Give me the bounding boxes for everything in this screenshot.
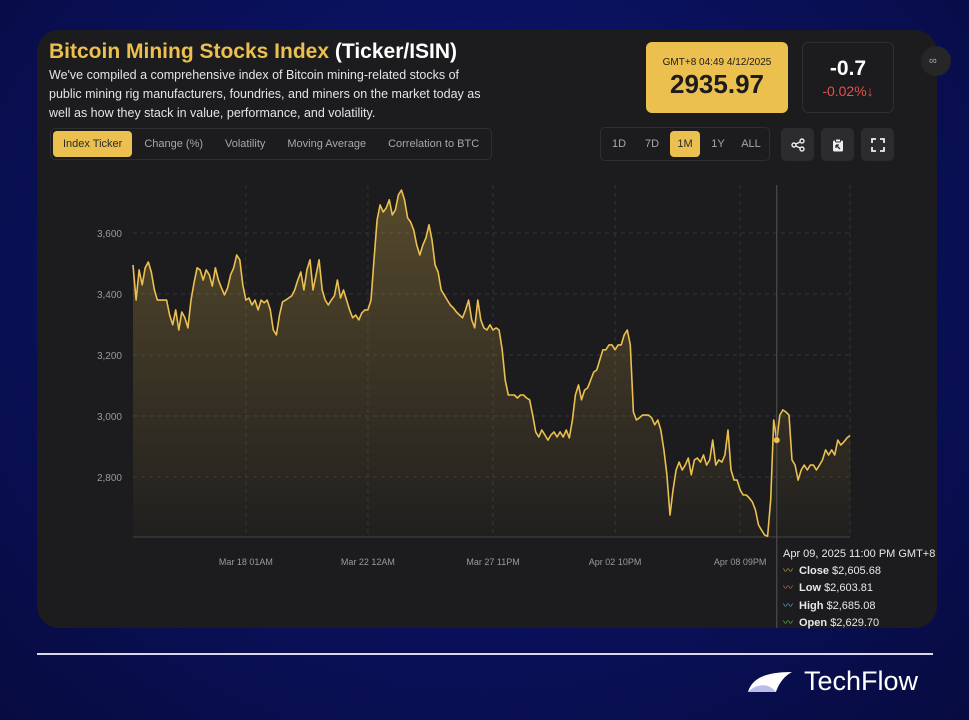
line-icon: 〰 [783,600,793,612]
title-main: Bitcoin Mining Stocks Index [49,40,330,63]
x-tick-label: Apr 08 09PM [714,557,767,567]
price-value: 2935.97 [670,69,764,99]
tab-moving-average[interactable]: Moving Average [287,138,367,150]
fullscreen-icon [870,137,885,152]
current-price-box: GMT+8 04:49 4/12/2025 2935.97 [646,42,788,113]
tab-change[interactable]: Change (%) [144,138,204,150]
copy-button[interactable] [821,128,854,161]
tab-volatility[interactable]: Volatility [225,138,266,150]
line-icon: 〰 [783,565,793,577]
x-tick-label: Mar 22 12AM [341,557,395,567]
title-sub: (Ticker/ISIN) [334,40,458,63]
line-icon: 〰 [783,618,793,629]
share-icon [790,137,805,152]
x-tick-label: Mar 18 01AM [219,557,273,567]
range-selector: 1D 7D 1M 1Y ALL [600,127,770,161]
y-tick-label: 3,600 [97,229,122,240]
y-tick-label: 3,200 [97,351,122,362]
change-pct: -0.02%↓ [822,83,874,99]
series-line [132,189,851,537]
range-1y[interactable]: 1Y [711,138,725,150]
share-button[interactable] [781,128,814,161]
side-toggle-button[interactable]: ∞ [921,46,951,76]
tab-correlation[interactable]: Correlation to BTC [388,138,480,150]
y-tick-label: 3,000 [97,412,122,423]
range-1m[interactable]: 1M [670,131,700,157]
brand-name: TechFlow [804,666,919,696]
line-icon: 〰 [783,583,793,594]
price-timestamp: GMT+8 04:49 4/12/2025 [662,57,772,68]
change-abs: -0.7 [829,57,867,80]
change-box: -0.7 -0.02%↓ [802,42,894,113]
divider [37,653,933,655]
techflow-logo-icon [748,671,792,692]
clipboard-icon [832,138,843,151]
fullscreen-button[interactable] [861,128,894,161]
series-area [133,190,850,537]
techflow-logo: TechFlow [746,666,918,697]
y-tick-label: 2,800 [97,473,122,484]
tooltip-row-open: 〰 Open $2,629.70 [783,615,935,633]
tooltip-row-low: 〰 Low $2,603.81 [783,580,935,598]
tooltip-date: Apr 09, 2025 11:00 PM GMT+8 [783,548,936,560]
tooltip-row-close: 〰 Close $2,605.68 [783,563,935,581]
range-all[interactable]: ALL [741,138,761,150]
page-title: Bitcoin Mining Stocks Index (Ticker/ISIN… [49,40,457,64]
description: We've compiled a comprehensive index of … [49,68,481,120]
chart-tooltip: Apr 09, 2025 11:00 PM GMT+8 〰 Close $2,60… [783,546,935,633]
x-tick-label: Apr 02 10PM [589,557,642,567]
y-tick-label: 3,400 [97,290,122,301]
metric-tabs: Index Ticker Change (%) Volatility Movin… [50,128,493,160]
tab-index-ticker[interactable]: Index Ticker [53,131,133,157]
x-tick-label: Mar 27 11PM [466,557,519,567]
hover-point [773,437,780,444]
range-1d[interactable]: 1D [611,138,627,150]
tooltip-row-high: 〰 High $2,685.08 [783,598,935,616]
range-7d[interactable]: 7D [644,138,660,150]
